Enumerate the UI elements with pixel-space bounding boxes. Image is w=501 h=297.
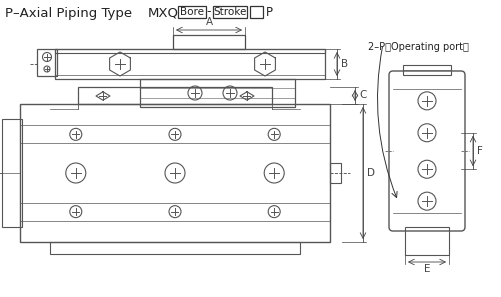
Bar (212, 6, 246, 18)
Bar (78, 87, 272, 104)
Bar (178, 6, 205, 18)
Text: -: - (206, 6, 211, 18)
Text: E: E (423, 264, 429, 274)
Text: 2–P（Operating port）: 2–P（Operating port） (367, 42, 468, 52)
Bar (20, 104, 329, 242)
Bar (249, 6, 263, 18)
Bar (55, 49, 324, 79)
Text: A: A (205, 17, 212, 27)
Text: B: B (340, 59, 347, 69)
Bar (329, 163, 340, 183)
Bar (50, 242, 300, 254)
Bar (140, 79, 295, 107)
Bar (2, 119, 22, 227)
Text: F: F (476, 146, 482, 156)
Text: D: D (366, 168, 374, 178)
Bar (55, 49, 324, 53)
Bar (173, 35, 244, 49)
Text: P–Axial Piping Type: P–Axial Piping Type (5, 7, 132, 20)
Text: P: P (266, 6, 273, 18)
Text: C: C (358, 91, 366, 100)
Bar (404, 227, 448, 255)
Bar (37, 49, 57, 76)
Text: Stroke: Stroke (213, 7, 246, 17)
Text: MXQ: MXQ (148, 7, 179, 20)
Text: Bore: Bore (180, 7, 203, 17)
Bar (402, 65, 450, 75)
